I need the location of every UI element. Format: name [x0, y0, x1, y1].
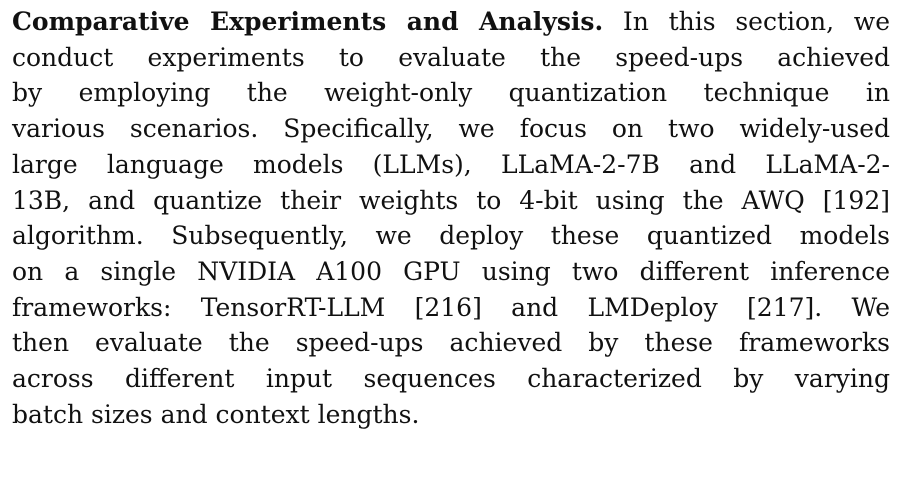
- text-line-8: on a single NVIDIA A100 GPU using two di…: [12, 256, 890, 286]
- text-line-1: Comparative Experiments and Analysis. In…: [12, 4, 890, 40]
- text-line-3: by employing the weight-only quantizatio…: [12, 78, 890, 108]
- text-line-6: 13B, and quantize their weights to 4-bit…: [12, 185, 890, 215]
- text-line-9: frameworks: TensorRT-LLM [216] and LMDep…: [12, 292, 890, 322]
- text-line-5: large language models (LLMs), LLaMA-2-7B…: [12, 149, 890, 179]
- text-line-10: then evaluate the speed-ups achieved by …: [12, 328, 890, 358]
- text-line-1-rest: In this section, we: [603, 7, 891, 36]
- text-line-7: algorithm. Subsequently, we deploy these…: [12, 221, 890, 251]
- text-line-12: batch sizes and context lengths.: [12, 399, 420, 429]
- text-line-2: conduct experiments to evaluate the spee…: [12, 42, 890, 72]
- paragraph-heading: Comparative Experiments and Analysis.: [12, 7, 604, 36]
- body-paragraph: Comparative Experiments and Analysis. In…: [12, 4, 890, 432]
- text-line-4: various scenarios. Specifically, we focu…: [12, 114, 890, 144]
- text-line-11: across different input sequences charact…: [12, 364, 890, 394]
